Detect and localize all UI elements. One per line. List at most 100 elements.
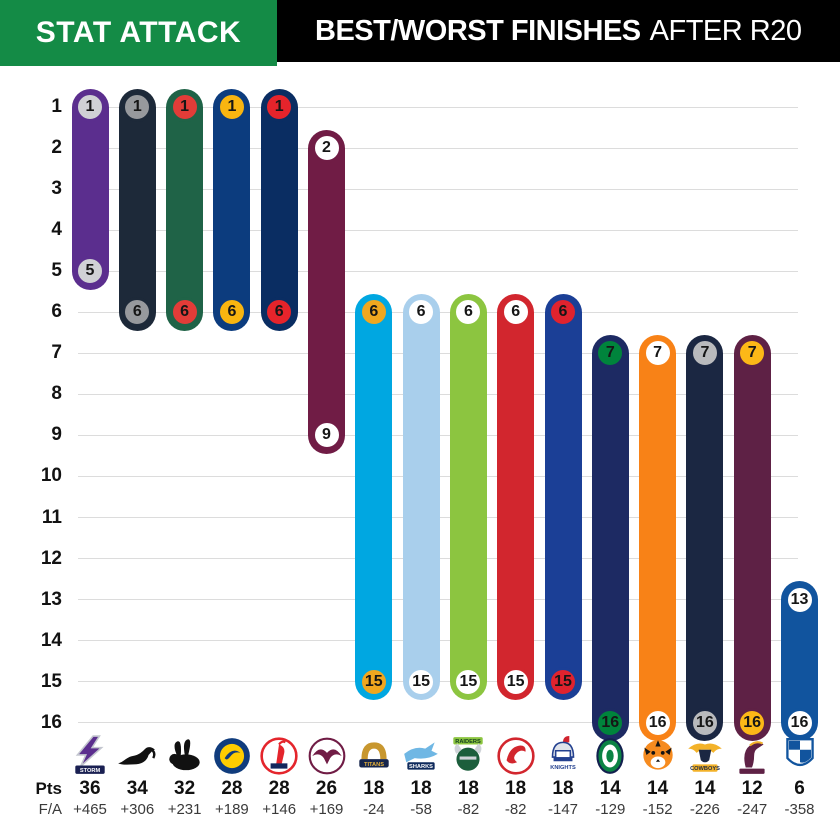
bulldogs-logo-icon bbox=[779, 735, 821, 777]
best-finish-marker: 6 bbox=[500, 297, 531, 328]
pts-value: 18 bbox=[363, 778, 385, 799]
raiders-logo-icon: RAIDERS bbox=[447, 735, 489, 777]
y-axis-label: 15 bbox=[40, 670, 62, 692]
pts-value: 14 bbox=[599, 778, 621, 799]
fa-value: -358 bbox=[784, 801, 815, 818]
fa-row-label: F/A bbox=[38, 801, 62, 818]
y-axis-label: 13 bbox=[40, 588, 62, 610]
broncos-logo-icon bbox=[731, 735, 773, 777]
pts-value: 28 bbox=[221, 778, 243, 799]
y-axis-label: 11 bbox=[41, 506, 62, 528]
range-bar-cowboys bbox=[686, 334, 724, 742]
svg-text:TITANS: TITANS bbox=[364, 762, 384, 768]
y-axis-label: 8 bbox=[51, 383, 62, 405]
gridline bbox=[78, 229, 798, 231]
panthers-logo-icon bbox=[116, 735, 158, 777]
y-axis-label: 10 bbox=[40, 465, 62, 487]
range-bar-eels bbox=[213, 88, 251, 331]
best-finish-marker: 2 bbox=[311, 133, 342, 164]
titans-logo-icon: TITANS bbox=[353, 735, 395, 777]
range-bar-wests-tigers bbox=[639, 334, 677, 742]
pts-value: 34 bbox=[126, 778, 148, 799]
eels-logo-icon bbox=[211, 735, 253, 777]
pts-value: 32 bbox=[174, 778, 196, 799]
y-axis-label: 5 bbox=[51, 260, 62, 282]
best-finish-marker: 1 bbox=[122, 92, 153, 122]
y-axis-label: 3 bbox=[51, 178, 62, 200]
cowboys-logo-icon: COWBOYS bbox=[684, 735, 726, 777]
gridline bbox=[78, 147, 798, 149]
worst-finish-marker: 6 bbox=[169, 297, 200, 328]
best-finish-marker: 1 bbox=[169, 92, 200, 122]
range-bar-dragons bbox=[497, 293, 535, 701]
fa-value: -129 bbox=[595, 801, 626, 818]
y-axis-label: 7 bbox=[51, 342, 62, 364]
sharks-logo-icon: SHARKS bbox=[400, 735, 442, 777]
best-finish-marker: 7 bbox=[737, 338, 768, 369]
fa-value: +231 bbox=[167, 801, 202, 818]
pts-value: 14 bbox=[647, 778, 669, 799]
range-bar-storm bbox=[71, 88, 109, 290]
best-finish-marker: 7 bbox=[642, 338, 673, 369]
best-finish-marker: 1 bbox=[75, 92, 105, 122]
worst-finish-marker: 6 bbox=[122, 297, 153, 328]
best-finish-marker: 6 bbox=[453, 297, 484, 328]
y-axis-label: 1 bbox=[51, 96, 62, 117]
rabbitohs-logo-icon bbox=[164, 735, 206, 777]
best-finish-marker: 6 bbox=[548, 297, 578, 328]
fa-value: +169 bbox=[309, 801, 344, 818]
worst-finish-marker: 16 bbox=[784, 707, 815, 738]
svg-text:KNIGHTS: KNIGHTS bbox=[550, 765, 576, 771]
fa-value: -58 bbox=[410, 801, 432, 818]
best-finish-marker: 13 bbox=[784, 584, 815, 615]
gridline bbox=[78, 270, 798, 272]
worst-finish-marker: 6 bbox=[216, 297, 247, 328]
pts-value: 18 bbox=[457, 778, 479, 799]
gridline bbox=[78, 188, 798, 190]
pts-value: 26 bbox=[315, 778, 338, 799]
y-axis-label: 14 bbox=[40, 629, 62, 651]
range-bar-roosters bbox=[260, 88, 298, 331]
range-bar-raiders bbox=[449, 293, 487, 701]
pts-value: 18 bbox=[505, 778, 527, 799]
y-axis-label: 9 bbox=[51, 424, 62, 446]
worst-finish-marker: 16 bbox=[689, 707, 720, 738]
worst-finish-marker: 16 bbox=[595, 707, 626, 738]
best-finish-marker: 6 bbox=[406, 297, 437, 328]
fa-value: -226 bbox=[689, 801, 720, 818]
best-finish-marker: 1 bbox=[264, 92, 295, 122]
y-axis-label: 4 bbox=[51, 219, 62, 241]
dragons-logo-icon bbox=[495, 735, 537, 777]
gridline bbox=[78, 722, 798, 724]
fa-value: -82 bbox=[457, 801, 480, 818]
knights-logo-icon: KNIGHTS bbox=[542, 735, 584, 777]
worst-finish-marker: 9 bbox=[311, 420, 342, 451]
worst-finish-marker: 15 bbox=[406, 666, 437, 697]
range-bar-titans bbox=[355, 293, 393, 701]
seaeagles-logo-icon bbox=[306, 735, 348, 777]
storm-logo-icon: STORM bbox=[69, 735, 111, 777]
best-finish-marker: 6 bbox=[358, 297, 389, 328]
tigers-logo-icon bbox=[637, 735, 679, 777]
best-finish-marker: 7 bbox=[595, 338, 626, 369]
worst-finish-marker: 15 bbox=[358, 666, 389, 697]
range-bar-warriors bbox=[591, 334, 629, 742]
range-bar-broncos bbox=[733, 334, 771, 742]
worst-finish-marker: 15 bbox=[453, 666, 484, 697]
worst-finish-marker: 5 bbox=[75, 256, 105, 287]
fa-value: -24 bbox=[362, 801, 385, 818]
svg-text:STORM: STORM bbox=[80, 768, 101, 774]
worst-finish-marker: 16 bbox=[737, 707, 768, 738]
svg-text:COWBOYS: COWBOYS bbox=[690, 766, 720, 772]
pts-value: 12 bbox=[741, 778, 763, 799]
worst-finish-marker: 16 bbox=[642, 707, 673, 738]
pts-value: 14 bbox=[694, 778, 716, 799]
pts-row-label: Pts bbox=[35, 779, 62, 798]
fa-value: +465 bbox=[73, 801, 107, 818]
range-bar-sea-eagles bbox=[308, 129, 345, 454]
roosters-logo-icon bbox=[258, 735, 300, 777]
fa-value: -82 bbox=[504, 801, 527, 818]
pts-value: 36 bbox=[79, 778, 101, 799]
range-bar-sharks bbox=[402, 293, 440, 701]
svg-text:RAIDERS: RAIDERS bbox=[456, 739, 482, 745]
